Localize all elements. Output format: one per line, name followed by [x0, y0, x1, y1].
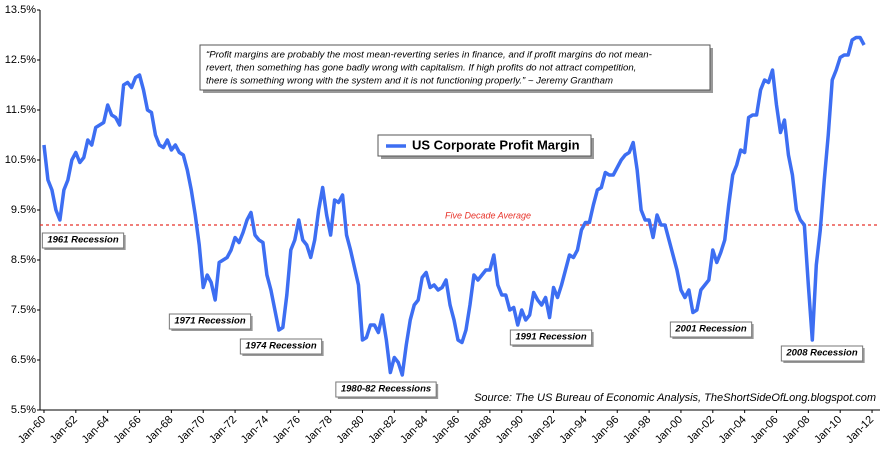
y-tick-label: 11.5%: [6, 104, 37, 116]
recession-label: 1991 Recession: [515, 332, 586, 343]
x-tick-label: Jan-74: [239, 414, 271, 446]
x-tick-label: Jan-66: [111, 414, 143, 446]
average-label: Five Decade Average: [445, 210, 531, 220]
y-tick-label: 5.5%: [11, 404, 36, 416]
line-series: [42, 35, 866, 377]
x-tick-label: Jan-72: [207, 414, 239, 446]
label-box: [669, 321, 753, 338]
x-tick-label: Jan-62: [48, 414, 80, 446]
recession-label: 1971 Recession: [174, 316, 245, 327]
y-tick-label: 12.5%: [5, 54, 36, 66]
legend-box: [377, 134, 592, 157]
y-tick-label: 8.5%: [11, 254, 36, 266]
x-tick-label: Jan-98: [621, 414, 653, 446]
label-box: [509, 329, 593, 346]
x-tick-label: Jan-90: [494, 414, 526, 446]
label-box: [239, 338, 323, 355]
y-tick-label: 9.5%: [11, 204, 36, 216]
quote-line: revert, then something has gone badly wr…: [206, 63, 636, 74]
x-tick-label: Jan-64: [80, 414, 112, 446]
x-tick-label: Jan-80: [334, 414, 366, 446]
label-box: [335, 381, 437, 398]
x-tick-label: Jan-02: [685, 414, 717, 446]
x-tick-label: Jan-06: [748, 414, 780, 446]
y-tick-label: 6.5%: [11, 354, 36, 366]
x-tick-label: Jan-60: [16, 414, 48, 446]
y-tick-label: 7.5%: [11, 304, 36, 316]
quote-line: there is something wrong with the system…: [206, 76, 613, 87]
label-box: [41, 232, 125, 249]
y-tick-label: 10.5%: [5, 154, 36, 166]
x-tick-label: Jan-12: [844, 414, 876, 446]
source-note: Source: The US Bureau of Economic Analys…: [474, 392, 876, 404]
recession-label: 2001 Recession: [674, 324, 746, 335]
x-tick-label: Jan-00: [653, 414, 685, 446]
recession-label: 1974 Recession: [245, 341, 316, 352]
x-tick-label: Jan-92: [525, 414, 557, 446]
x-tick-label: Jan-94: [557, 414, 589, 446]
recession-label: 1961 Recession: [47, 235, 118, 246]
x-tick-label: Jan-78: [303, 414, 335, 446]
x-tick-label: Jan-04: [717, 414, 749, 446]
legend-label: US Corporate Profit Margin: [412, 137, 580, 152]
x-tick-label: Jan-68: [143, 414, 175, 446]
label-box: [168, 313, 252, 330]
x-tick-label: Jan-82: [366, 414, 398, 446]
y-tick-label: 13.5%: [5, 4, 36, 16]
x-tick-label: Jan-96: [589, 414, 621, 446]
x-tick-label: Jan-88: [462, 414, 494, 446]
quote-box: [199, 44, 711, 91]
recession-label: 2008 Recession: [785, 348, 857, 359]
x-tick-label: Jan-86: [430, 414, 462, 446]
x-tick-label: Jan-10: [812, 414, 844, 446]
x-tick-label: Jan-84: [398, 414, 430, 446]
x-tick-label: Jan-08: [780, 414, 812, 446]
label-box: [780, 345, 864, 362]
x-tick-label: Jan-70: [175, 414, 207, 446]
recession-label: 1980-82 Recessions: [341, 384, 431, 395]
quote-line: “Profit margins are probably the most me…: [206, 50, 652, 61]
x-tick-label: Jan-76: [271, 414, 303, 446]
